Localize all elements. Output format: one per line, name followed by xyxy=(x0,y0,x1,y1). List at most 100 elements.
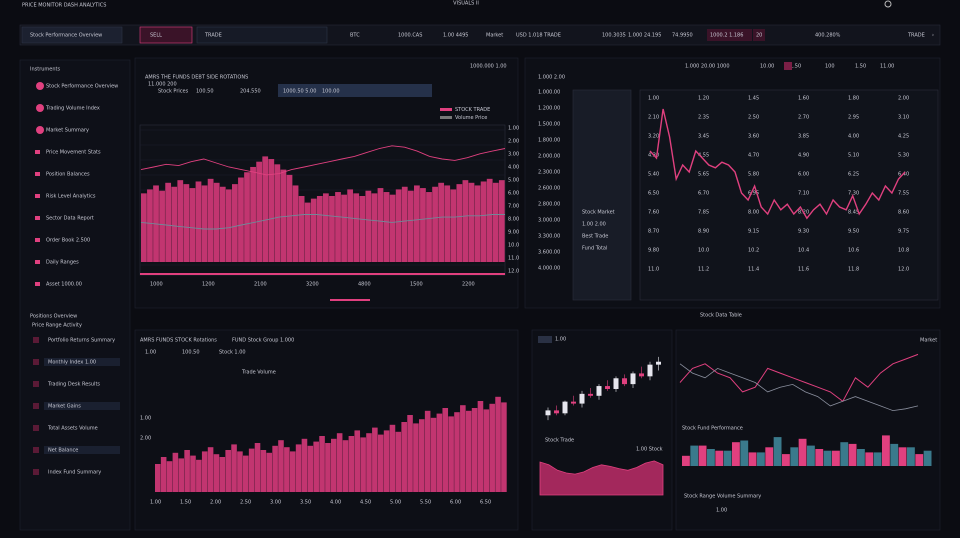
bar xyxy=(166,461,173,492)
bar xyxy=(765,447,774,466)
table-cell: 3.85 xyxy=(798,134,809,140)
table-cell: 1.45 xyxy=(748,96,759,102)
tab[interactable] xyxy=(278,84,432,97)
bar xyxy=(266,452,273,492)
bar xyxy=(698,445,707,466)
bar xyxy=(444,185,451,262)
bar xyxy=(171,186,178,262)
table-cell: 7.55 xyxy=(898,191,909,197)
sidebar-item: Market Gains xyxy=(48,404,81,410)
panel-title: 1.00 xyxy=(555,337,566,343)
bar xyxy=(319,436,325,492)
table-cell: 6.95 xyxy=(748,191,759,197)
toolbar-field[interactable] xyxy=(196,26,328,44)
bar xyxy=(141,193,147,262)
candle-body xyxy=(656,361,661,365)
scroll-bar[interactable] xyxy=(330,299,370,301)
chart-subtitle: 11.000 200 xyxy=(148,82,177,88)
bar xyxy=(832,450,840,466)
toolbar-item: 1.000 24.195 xyxy=(628,33,661,39)
table-cell: 11.2 xyxy=(698,267,709,273)
bar xyxy=(419,419,425,492)
bar xyxy=(268,159,275,262)
table-cell: 11.8 xyxy=(848,267,859,273)
toolbar-item: TRADE xyxy=(907,33,925,39)
panel xyxy=(675,329,941,531)
x-label: 2.50 xyxy=(240,500,251,506)
sidebar-icon xyxy=(33,359,39,365)
table-cell: 2.10 xyxy=(648,115,659,121)
bar xyxy=(360,437,366,492)
sidebar-item: Risk Level Analytics xyxy=(46,194,96,200)
table-cell: 9.80 xyxy=(648,248,659,254)
bar xyxy=(723,450,732,466)
bar xyxy=(278,440,284,492)
toolbar-item: 74.9950 xyxy=(672,33,693,39)
candle-body xyxy=(630,373,636,385)
bar xyxy=(254,443,261,492)
bar xyxy=(183,184,190,262)
bar xyxy=(225,189,232,262)
bar xyxy=(354,430,361,492)
bar xyxy=(474,185,481,262)
candle-body xyxy=(545,410,551,416)
sidebar-icon xyxy=(35,216,40,220)
panel-title: Market xyxy=(920,338,937,344)
table-cell: 2.95 xyxy=(848,115,859,121)
sidebar-icon xyxy=(36,82,44,90)
bar xyxy=(460,405,466,492)
sidebar-section: Positions Overview xyxy=(30,314,77,320)
sidebar-item: Monthly Index 1.00 xyxy=(48,360,96,366)
bar xyxy=(865,452,874,466)
table-cell: 7.85 xyxy=(698,210,709,216)
candle-body xyxy=(613,378,619,389)
y-label: 10.0 xyxy=(508,243,519,249)
sidebar-row xyxy=(44,358,120,366)
table-cell: 10.8 xyxy=(898,248,909,254)
panel xyxy=(134,329,519,531)
bar xyxy=(244,172,250,262)
bar xyxy=(407,190,414,262)
table-cell: 7.60 xyxy=(648,210,659,216)
bar xyxy=(732,442,740,466)
bar xyxy=(196,459,202,492)
x-label: 3.00 xyxy=(270,500,281,506)
bar xyxy=(882,435,890,466)
x-label: 1200 xyxy=(202,282,215,288)
bar xyxy=(335,192,341,262)
sidebar-icon xyxy=(35,238,40,242)
page-title: VISUALS II xyxy=(453,1,479,7)
list-item: 4.000.00 xyxy=(538,266,560,272)
tab[interactable] xyxy=(538,336,552,343)
table-cell: 10.4 xyxy=(798,248,809,254)
bar xyxy=(280,169,287,262)
sidebar-icon xyxy=(33,403,39,409)
bar xyxy=(177,180,184,262)
bar xyxy=(274,164,281,262)
sidebar-icon xyxy=(35,194,40,198)
bar xyxy=(798,438,807,466)
bar xyxy=(690,445,699,466)
toolbar-button[interactable] xyxy=(139,26,193,44)
panel xyxy=(531,329,673,531)
bar xyxy=(432,186,438,262)
list-item: 1.200.00 xyxy=(538,106,560,112)
bar xyxy=(250,166,256,262)
bar xyxy=(430,417,437,492)
table-cell: 5.65 xyxy=(698,172,709,178)
user-icon[interactable] xyxy=(884,0,892,8)
legend-swatch xyxy=(440,108,452,111)
candle-body xyxy=(639,373,644,377)
legend-entry: STOCK TRADE xyxy=(455,107,490,113)
table-cell: 7.10 xyxy=(798,191,809,197)
line xyxy=(679,363,919,412)
bar xyxy=(389,424,396,492)
bar xyxy=(748,452,757,466)
sidebar-item: Net Balance xyxy=(48,448,78,454)
bar xyxy=(262,156,269,262)
table-cell: 2.70 xyxy=(798,115,809,121)
side-label: 2.00 xyxy=(140,436,151,442)
bar xyxy=(172,452,179,492)
grid-area xyxy=(639,89,939,301)
bar xyxy=(424,410,431,492)
